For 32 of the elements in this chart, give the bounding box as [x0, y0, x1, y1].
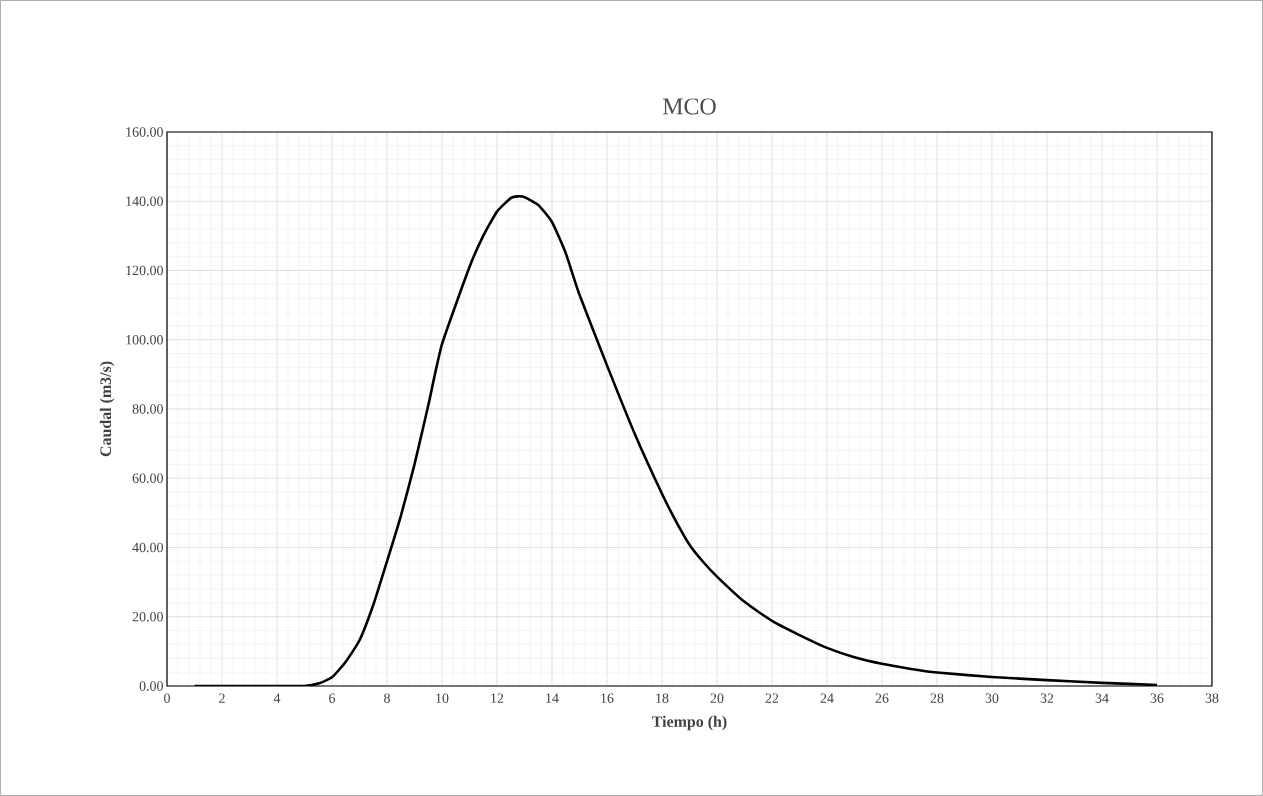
x-axis-title: Tiempo (h) [652, 715, 727, 731]
y-tick-label: 140.00 [126, 196, 163, 206]
y-tick-label: 160.00 [126, 127, 163, 137]
x-tick-label: 16 [601, 693, 614, 703]
x-tick-label: 26 [875, 693, 889, 703]
x-tick-label: 4 [273, 693, 281, 703]
y-axis-title: Caudal (m3/s) [99, 361, 115, 457]
x-tick-label: 36 [1150, 693, 1164, 703]
x-tick-label: 22 [765, 693, 779, 703]
y-tick-label: 120.00 [126, 265, 163, 276]
x-tick-label: 32 [1040, 693, 1054, 703]
y-tick-label: 80.00 [132, 404, 163, 414]
x-tick-label: 30 [985, 693, 999, 703]
x-tick-label: 2 [219, 693, 225, 703]
x-tick-label: 10 [436, 693, 449, 703]
x-tick-label: 14 [546, 693, 559, 703]
x-tick-label: 0 [164, 693, 170, 703]
x-tick-label: 28 [930, 693, 944, 703]
x-tick-label: 34 [1095, 693, 1109, 703]
x-tick-label: 24 [820, 693, 834, 703]
y-tick-label: 0.00 [139, 681, 163, 691]
x-tick-label: 38 [1205, 693, 1219, 703]
y-tick-label: 60.00 [132, 473, 163, 483]
x-tick-label: 6 [329, 693, 336, 703]
x-tick-label: 8 [384, 693, 390, 703]
x-tick-label: 12 [491, 693, 504, 703]
x-tick-label: 20 [710, 693, 724, 703]
x-tick-label: 18 [656, 693, 669, 703]
y-tick-label: 20.00 [132, 611, 163, 622]
y-tick-label: 100.00 [126, 334, 163, 345]
chart-title: MCO [662, 98, 716, 115]
y-tick-label: 40.00 [132, 542, 163, 553]
